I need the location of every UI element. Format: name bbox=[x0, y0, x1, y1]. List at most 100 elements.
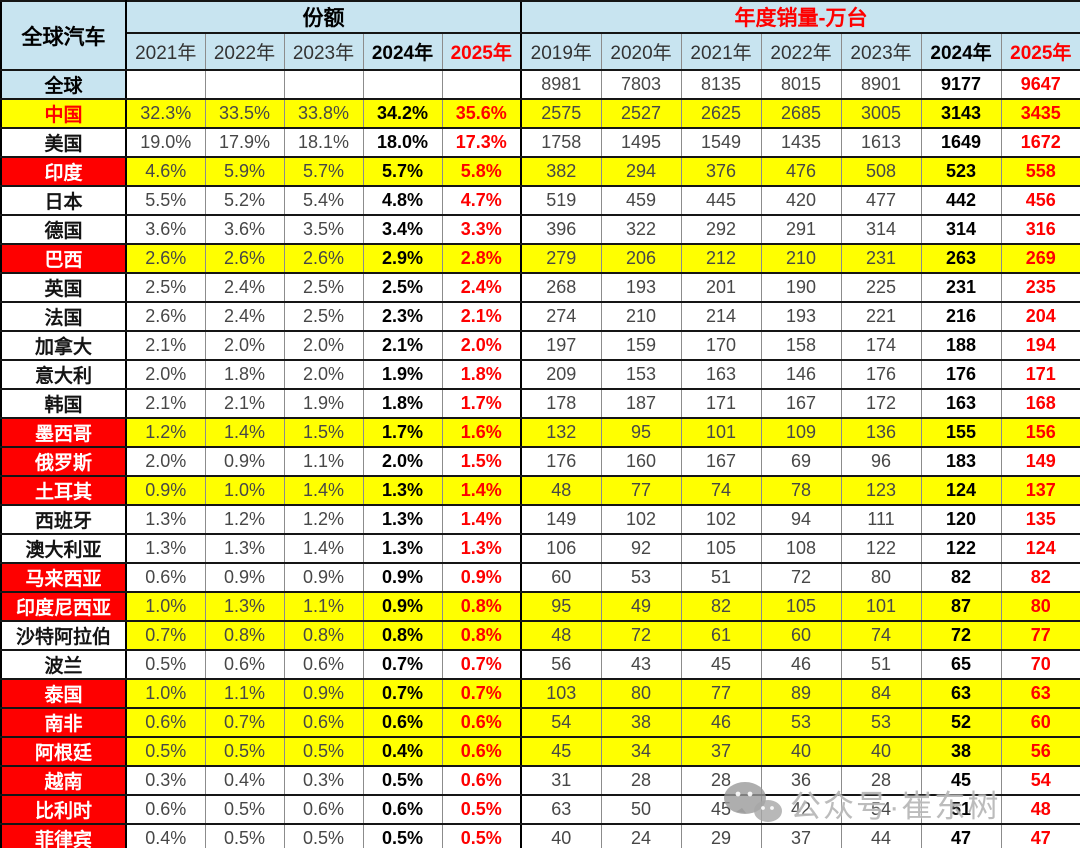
table-row: 意大利 2.0% 1.8% 2.0% 1.9% 1.8% 209 153 163 146 176 17… bbox=[0, 359, 1080, 390]
sales-value-cell: 2527 bbox=[600, 98, 682, 129]
share-value-cell: 0.7% bbox=[441, 678, 522, 709]
sales-value-cell: 95 bbox=[600, 417, 682, 448]
sales-value-cell: 56 bbox=[520, 649, 602, 680]
sales-value-cell: 45 bbox=[680, 649, 762, 680]
sales-value-cell: 84 bbox=[840, 678, 922, 709]
sales-value-cell: 54 bbox=[1000, 765, 1080, 796]
share-year-header: 2021年 bbox=[125, 32, 206, 71]
share-value-cell: 1.3% bbox=[204, 533, 285, 564]
sales-value-cell: 42 bbox=[760, 794, 842, 825]
country-cell: 巴西 bbox=[0, 243, 127, 274]
table-row: 印度尼西亚 1.0% 1.3% 1.1% 0.9% 0.8% 95 49 82 105 101 87 8… bbox=[0, 591, 1080, 622]
sales-year-header: 2019年 bbox=[520, 32, 602, 71]
country-cell: 意大利 bbox=[0, 359, 127, 390]
sales-value-cell: 3005 bbox=[840, 98, 922, 129]
sales-value-cell: 44 bbox=[840, 823, 922, 848]
sales-value-cell: 316 bbox=[1000, 214, 1080, 245]
share-value-cell: 0.7% bbox=[204, 707, 285, 738]
share-value-cell: 33.5% bbox=[204, 98, 285, 129]
sales-value-cell: 40 bbox=[520, 823, 602, 848]
country-cell: 印度 bbox=[0, 156, 127, 187]
share-value-cell: 3.6% bbox=[204, 214, 285, 245]
share-value-cell: 1.3% bbox=[441, 533, 522, 564]
share-value-cell: 1.5% bbox=[441, 446, 522, 477]
share-value-cell: 2.0% bbox=[125, 446, 206, 477]
share-value-cell: 2.5% bbox=[125, 272, 206, 303]
sales-value-cell: 70 bbox=[1000, 649, 1080, 680]
country-cell: 韩国 bbox=[0, 388, 127, 419]
country-cell: 日本 bbox=[0, 185, 127, 216]
sales-value-cell: 174 bbox=[840, 330, 922, 361]
sales-value-cell: 445 bbox=[680, 185, 762, 216]
share-value-cell: 0.5% bbox=[362, 823, 443, 848]
sales-value-cell: 94 bbox=[760, 504, 842, 535]
share-value-cell: 0.6% bbox=[362, 707, 443, 738]
share-value-cell: 0.9% bbox=[441, 562, 522, 593]
sales-value-cell: 176 bbox=[520, 446, 602, 477]
share-value-cell: 1.4% bbox=[204, 417, 285, 448]
sales-value-cell: 60 bbox=[760, 620, 842, 651]
sales-value-cell: 24 bbox=[600, 823, 682, 848]
sales-value-cell: 77 bbox=[600, 475, 682, 506]
sales-value-cell: 167 bbox=[680, 446, 762, 477]
share-year-header: 2022年 bbox=[204, 32, 285, 71]
country-cell: 波兰 bbox=[0, 649, 127, 680]
share-value-cell: 0.7% bbox=[362, 678, 443, 709]
sales-value-cell: 74 bbox=[840, 620, 922, 651]
sales-value-cell: 61 bbox=[680, 620, 762, 651]
share-value-cell: 0.5% bbox=[204, 823, 285, 848]
sales-value-cell: 149 bbox=[1000, 446, 1080, 477]
share-value-cell: 0.6% bbox=[441, 765, 522, 796]
sales-value-cell: 322 bbox=[600, 214, 682, 245]
share-value-cell: 2.5% bbox=[283, 272, 364, 303]
share-value-cell: 32.3% bbox=[125, 98, 206, 129]
sales-value-cell: 9177 bbox=[920, 69, 1002, 100]
share-value-cell: 2.0% bbox=[283, 359, 364, 390]
share-value-cell: 1.4% bbox=[283, 475, 364, 506]
share-value-cell: 0.5% bbox=[125, 649, 206, 680]
sales-value-cell: 89 bbox=[760, 678, 842, 709]
sales-value-cell: 170 bbox=[680, 330, 762, 361]
sales-value-cell: 2685 bbox=[760, 98, 842, 129]
country-cell: 美国 bbox=[0, 127, 127, 158]
share-value-cell: 2.6% bbox=[283, 243, 364, 274]
share-value-cell: 18.1% bbox=[283, 127, 364, 158]
share-value-cell: 0.5% bbox=[441, 823, 522, 848]
share-value-cell: 1.1% bbox=[204, 678, 285, 709]
share-value-cell: 5.8% bbox=[441, 156, 522, 187]
table-row: 德国 3.6% 3.6% 3.5% 3.4% 3.3% 396 322 292 291 314 314… bbox=[0, 214, 1080, 245]
share-value-cell: 1.4% bbox=[441, 475, 522, 506]
sales-value-cell: 105 bbox=[680, 533, 762, 564]
sales-value-cell: 291 bbox=[760, 214, 842, 245]
sales-value-cell: 122 bbox=[840, 533, 922, 564]
sales-value-cell: 3143 bbox=[920, 98, 1002, 129]
share-value-cell: 0.5% bbox=[283, 736, 364, 767]
share-value-cell: 1.1% bbox=[283, 591, 364, 622]
sales-value-cell: 201 bbox=[680, 272, 762, 303]
sales-value-cell: 294 bbox=[600, 156, 682, 187]
sales-value-cell: 51 bbox=[920, 794, 1002, 825]
country-cell: 沙特阿拉伯 bbox=[0, 620, 127, 651]
sales-value-cell: 72 bbox=[920, 620, 1002, 651]
sales-year-header: 2020年 bbox=[600, 32, 682, 71]
table-row: 加拿大 2.1% 2.0% 2.0% 2.1% 2.0% 197 159 170 158 174 18… bbox=[0, 330, 1080, 361]
share-value-cell: 5.7% bbox=[283, 156, 364, 187]
country-cell: 印度尼西亚 bbox=[0, 591, 127, 622]
share-value-cell: 2.5% bbox=[362, 272, 443, 303]
sales-value-cell: 225 bbox=[840, 272, 922, 303]
table-title-cell: 全球汽车 bbox=[0, 0, 127, 71]
sales-value-cell: 231 bbox=[840, 243, 922, 274]
sales-value-cell: 212 bbox=[680, 243, 762, 274]
share-value-cell: 0.5% bbox=[283, 823, 364, 848]
share-value-cell: 1.2% bbox=[283, 504, 364, 535]
share-group-header: 份额 bbox=[125, 0, 522, 34]
sales-value-cell: 37 bbox=[760, 823, 842, 848]
sales-value-cell: 63 bbox=[520, 794, 602, 825]
share-value-cell: 0.9% bbox=[362, 591, 443, 622]
country-cell: 英国 bbox=[0, 272, 127, 303]
sales-value-cell: 53 bbox=[600, 562, 682, 593]
sales-value-cell: 235 bbox=[1000, 272, 1080, 303]
sales-value-cell: 40 bbox=[840, 736, 922, 767]
share-value-cell: 2.0% bbox=[441, 330, 522, 361]
share-value-cell: 0.6% bbox=[283, 794, 364, 825]
